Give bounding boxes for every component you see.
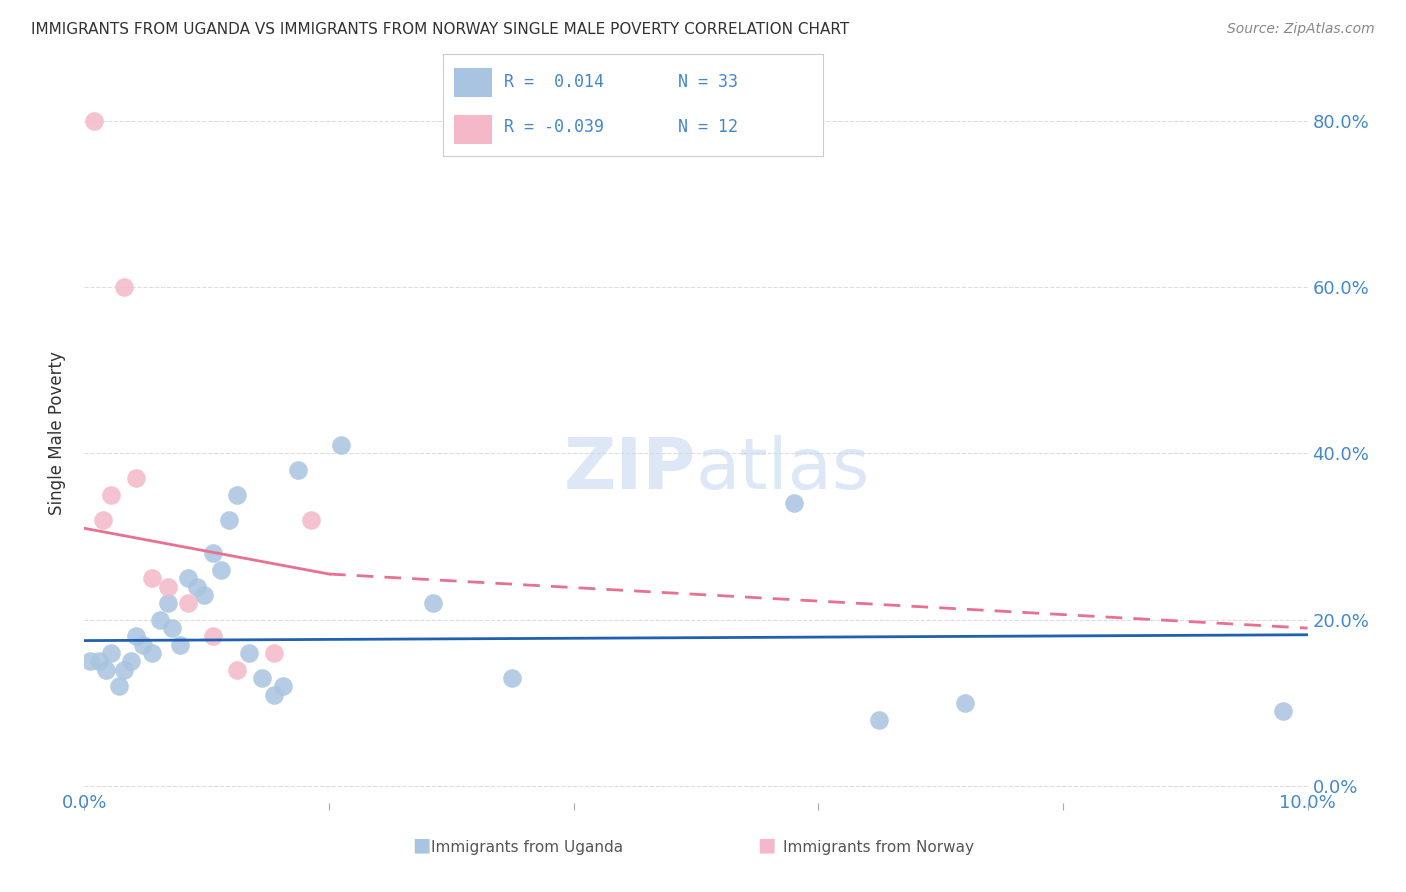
Point [1272, 704, 1295, 718]
Point [79, 654, 101, 668]
Text: ZIP: ZIP [564, 435, 696, 504]
Text: N = 33: N = 33 [678, 73, 738, 91]
Point [100, 488, 122, 502]
Point [87, 654, 110, 668]
Text: IMMIGRANTS FROM UGANDA VS IMMIGRANTS FROM NORWAY SINGLE MALE POVERTY CORRELATION: IMMIGRANTS FROM UGANDA VS IMMIGRANTS FRO… [31, 22, 849, 37]
Point [193, 588, 215, 602]
Point [177, 596, 200, 610]
Point [149, 613, 172, 627]
Point [263, 646, 285, 660]
Bar [454, 115, 492, 144]
Point [201, 546, 224, 560]
Point [209, 563, 232, 577]
Point [91, 513, 114, 527]
Point [100, 646, 122, 660]
Point [263, 688, 285, 702]
Text: N = 12: N = 12 [678, 119, 738, 136]
Point [238, 646, 260, 660]
Text: R = -0.039: R = -0.039 [503, 119, 603, 136]
Point [125, 629, 148, 643]
Point [177, 571, 200, 585]
Point [96, 663, 118, 677]
Point [502, 671, 524, 685]
Text: ■: ■ [412, 836, 432, 855]
Point [125, 471, 148, 485]
Point [271, 679, 294, 693]
Point [156, 596, 179, 610]
Point [169, 638, 191, 652]
Bar [454, 68, 492, 96]
Point [112, 280, 135, 294]
Point [120, 654, 142, 668]
Point [226, 488, 249, 502]
Point [299, 513, 322, 527]
Text: Immigrants from Uganda: Immigrants from Uganda [432, 839, 623, 855]
Point [132, 638, 155, 652]
Point [226, 663, 249, 677]
Point [107, 679, 129, 693]
Point [141, 571, 163, 585]
Text: 10.0%: 10.0% [1279, 795, 1336, 813]
Text: atlas: atlas [696, 435, 870, 504]
Point [112, 663, 135, 677]
Point [162, 621, 184, 635]
Point [83, 113, 105, 128]
Point [141, 646, 163, 660]
Point [201, 629, 224, 643]
Point [218, 513, 240, 527]
Text: Source: ZipAtlas.com: Source: ZipAtlas.com [1227, 22, 1375, 37]
Text: 0.0%: 0.0% [62, 795, 107, 813]
Y-axis label: Single Male Poverty: Single Male Poverty [48, 351, 66, 515]
Point [287, 463, 309, 477]
Point [422, 596, 444, 610]
Point [953, 696, 976, 710]
Text: ■: ■ [756, 836, 776, 855]
Point [250, 671, 273, 685]
Point [783, 496, 806, 510]
Point [869, 713, 891, 727]
Text: Immigrants from Norway: Immigrants from Norway [783, 839, 974, 855]
Point [156, 580, 179, 594]
Point [330, 438, 353, 452]
Text: R =  0.014: R = 0.014 [503, 73, 603, 91]
Point [186, 580, 208, 594]
